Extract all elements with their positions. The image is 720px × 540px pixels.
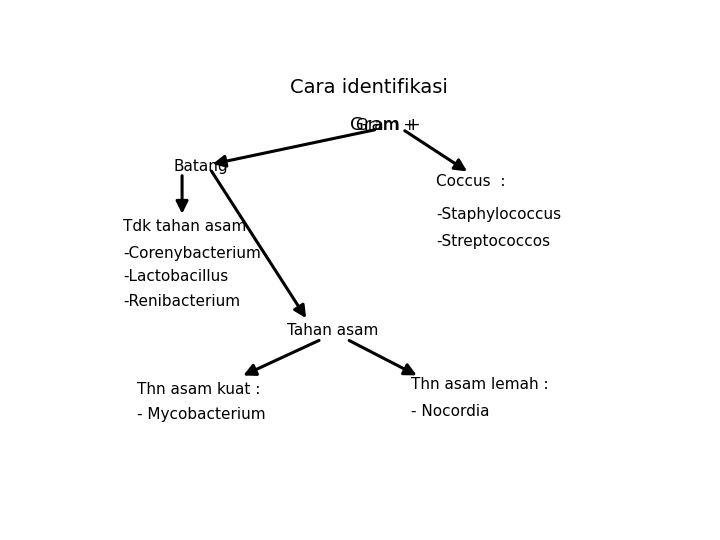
Text: Gram +: Gram + [356, 118, 416, 133]
Text: Thn asam kuat :: Thn asam kuat : [138, 382, 261, 396]
Text: Coccus  :: Coccus : [436, 174, 505, 188]
Text: Cara identifikasi: Cara identifikasi [290, 78, 448, 97]
Text: -Renibacterium: -Renibacterium [124, 294, 240, 309]
Text: Tdk tahan asam: Tdk tahan asam [124, 219, 247, 234]
Text: Tahan asam: Tahan asam [287, 323, 379, 339]
Text: -Lactobacillus: -Lactobacillus [124, 269, 229, 285]
Text: -Streptococcos: -Streptococcos [436, 234, 550, 249]
Text: Gram +: Gram + [351, 116, 421, 134]
Text: -Corenybacterium: -Corenybacterium [124, 246, 261, 261]
Text: - Mycobacterium: - Mycobacterium [138, 407, 266, 422]
Text: - Nocordia: - Nocordia [411, 404, 490, 420]
Text: Thn asam lemah :: Thn asam lemah : [411, 377, 549, 393]
Text: Batang: Batang [174, 159, 228, 174]
Text: -Staphylococcus: -Staphylococcus [436, 207, 561, 222]
